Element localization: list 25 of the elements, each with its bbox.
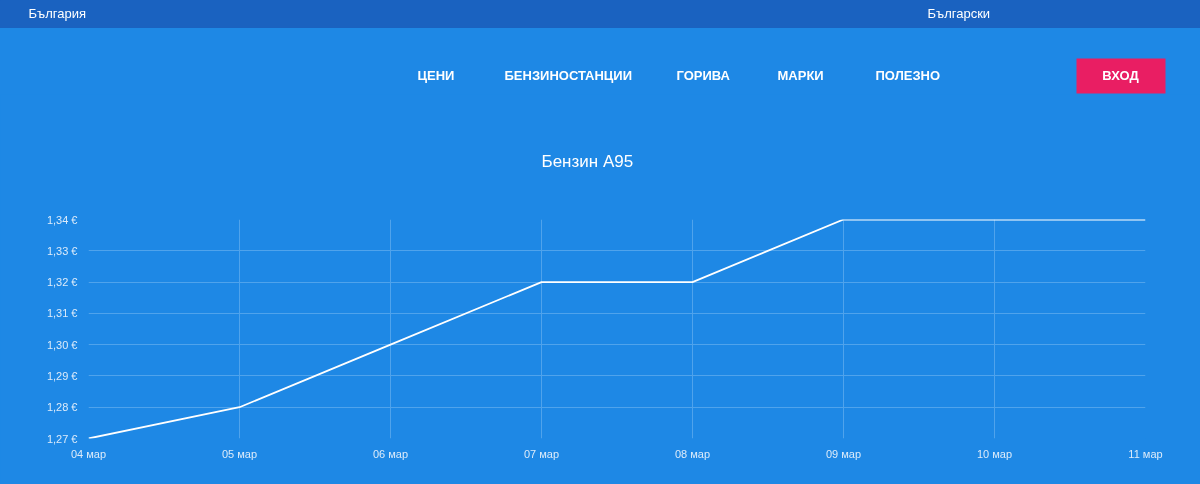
chart-title: Бензин A95 — [541, 152, 634, 171]
text: ГОРИВА — [676, 68, 731, 83]
x-tick-label: 07 мар — [523, 447, 560, 460]
y-tick-label: 1,34 € — [46, 213, 78, 226]
text: България — [28, 6, 86, 21]
text: Български — [927, 6, 991, 21]
y-tick-label: 1,29 € — [46, 369, 78, 382]
x-tick-label: 04 мар — [70, 447, 107, 460]
x-tick-label: 06 мар — [372, 447, 409, 460]
x-tick-label: 05 мар — [221, 447, 258, 460]
x-tick-label: 08 мар — [674, 447, 711, 460]
y-tick-label: 1,32 € — [46, 276, 78, 289]
text: БЕНЗИНОСТАНЦИИ — [504, 68, 633, 83]
x-tick-label: 10 мар — [976, 447, 1013, 460]
text: ЦЕНИ — [417, 68, 455, 83]
x-tick-label: 11 мар — [1128, 447, 1163, 460]
text: ПОЛЕЗНО — [875, 68, 941, 83]
text: ВХОД — [1102, 68, 1140, 83]
y-tick-label: 1,27 € — [46, 432, 78, 445]
x-tick-label: 09 мар — [825, 447, 862, 460]
text: МАРКИ — [777, 68, 824, 83]
y-tick-label: 1,33 € — [46, 244, 78, 257]
y-tick-label: 1,31 € — [46, 307, 78, 320]
y-tick-label: 1,30 € — [46, 338, 78, 351]
y-tick-label: 1,28 € — [46, 401, 78, 414]
